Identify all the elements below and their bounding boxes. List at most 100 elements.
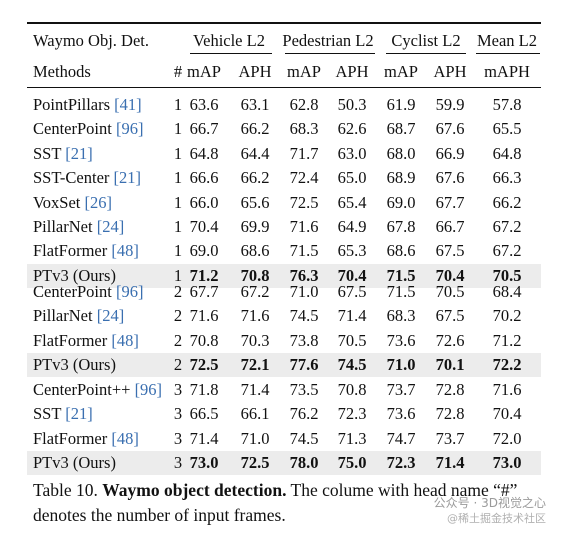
frames-value: 1 (173, 143, 183, 163)
method-label: PTv3 (Ours) (33, 453, 116, 473)
method-name: VoxSet [26] (33, 193, 112, 213)
table-rule (27, 87, 541, 88)
metric-value: 66.2 (240, 119, 270, 139)
method-label: VoxSet (33, 192, 81, 212)
method-name: SST-Center [21] (33, 168, 141, 188)
metric-value: 63.0 (337, 143, 367, 163)
metric-value: 74.7 (386, 428, 416, 448)
metric-value: 66.0 (189, 192, 219, 212)
metric-value: 69.0 (189, 241, 219, 261)
metric-value: 67.2 (492, 217, 522, 236)
citation-link[interactable]: [96] (134, 380, 163, 399)
metric-value: 74.5 (289, 428, 319, 448)
metric-value: 68.3 (289, 119, 319, 139)
metric-value: 72.1 (240, 355, 270, 375)
metric-value: 70.4 (337, 265, 367, 285)
metric-value: 66.2 (492, 192, 522, 212)
metric-value: 71.4 (240, 380, 270, 399)
metric-value: 72.5 (189, 355, 219, 375)
metric-value: 74.5 (337, 355, 367, 375)
method-name: PTv3 (Ours) (33, 355, 116, 375)
metric-value: 71.0 (289, 282, 319, 301)
citation-link[interactable]: [21] (65, 404, 93, 424)
metric-value: 71.2 (492, 330, 522, 350)
metric-value: 66.7 (435, 217, 465, 236)
metric-value: 70.4 (435, 265, 465, 285)
citation-link[interactable]: [48] (111, 241, 139, 261)
citation-link[interactable]: [21] (113, 168, 142, 188)
metric-value: 68.3 (386, 306, 416, 326)
metric-value: 68.0 (386, 143, 416, 163)
metric-value: 73.7 (386, 380, 416, 399)
metric-value: 68.6 (240, 241, 270, 261)
method-name: SST [21] (33, 144, 93, 164)
metric-value: 76.2 (289, 404, 319, 424)
method-name: FlatFormer [48] (33, 331, 139, 351)
metric-value: 71.2 (189, 265, 219, 285)
metric-value: 67.5 (435, 241, 465, 261)
metric-value: 66.2 (240, 168, 270, 188)
method-label: PillarNet (33, 217, 93, 236)
metric-value: 71.0 (386, 355, 416, 375)
metric-value: 70.8 (337, 380, 367, 399)
frames-value: 2 (173, 355, 183, 375)
highlight-row-bg (27, 353, 541, 378)
metric-value: 71.6 (289, 217, 319, 236)
metric-value: 57.8 (492, 95, 522, 114)
metric-value: 65.3 (337, 241, 367, 261)
metric-value: 73.6 (386, 330, 416, 350)
metric-value: 71.3 (337, 428, 367, 448)
metric-value: 70.2 (492, 306, 522, 326)
metric-value: 72.5 (289, 192, 319, 212)
citation-link[interactable]: [24] (96, 306, 125, 326)
metric-value: 68.6 (386, 241, 416, 261)
citation-link[interactable]: [24] (96, 217, 125, 236)
metric-value: 71.6 (240, 306, 270, 326)
metric-value: 70.8 (189, 330, 219, 350)
citation-link[interactable]: [41] (114, 95, 142, 114)
metric-value: 70.4 (189, 217, 219, 236)
frames-value: 3 (173, 380, 183, 399)
method-name: PillarNet [24] (33, 306, 124, 326)
method-name: PointPillars [41] (33, 95, 142, 115)
metric-value: 65.4 (337, 192, 367, 212)
metric-value: 67.2 (492, 241, 522, 261)
header-group-underline (476, 53, 540, 54)
method-label: FlatFormer (33, 428, 108, 448)
metric-value: 63.6 (189, 95, 219, 114)
metric-value: 73.8 (289, 330, 319, 350)
metric-value: 74.5 (289, 306, 319, 326)
citation-link[interactable]: [48] (111, 330, 139, 350)
method-label: PTv3 (Ours) (33, 355, 116, 375)
header-subcol: APH (335, 62, 369, 81)
metric-value: 72.0 (492, 428, 522, 448)
metric-value: 72.4 (289, 168, 319, 188)
metric-value: 68.4 (492, 282, 522, 301)
header-group-underline (285, 53, 375, 54)
metric-value: 73.0 (189, 453, 219, 473)
citation-link[interactable]: [96] (115, 282, 144, 301)
frames-value: 1 (173, 265, 183, 285)
metric-value: 73.0 (492, 453, 522, 473)
citation-link[interactable]: [96] (115, 119, 144, 139)
highlight-row-bg (27, 263, 541, 288)
metric-value: 72.2 (492, 355, 522, 375)
method-label: CenterPoint (33, 119, 112, 139)
metric-value: 71.6 (492, 380, 522, 399)
citation-link[interactable]: [26] (84, 192, 113, 212)
citation-link[interactable]: [21] (65, 143, 93, 163)
header-subcol: APH (238, 62, 272, 81)
method-name: CenterPoint [96] (33, 119, 143, 139)
metric-value: 70.5 (492, 265, 522, 285)
metric-value: 71.8 (189, 380, 219, 399)
citation-link[interactable]: [48] (111, 428, 139, 448)
metric-value: 66.5 (189, 404, 219, 424)
metric-value: 64.4 (240, 143, 270, 163)
metric-value: 70.8 (240, 265, 270, 285)
header-group: Cyclist L2 (391, 31, 461, 50)
method-label: PillarNet (33, 306, 93, 326)
metric-value: 64.9 (337, 217, 367, 236)
metric-value: 67.6 (435, 168, 465, 188)
metric-value: 67.5 (435, 306, 465, 326)
metric-value: 65.6 (240, 192, 270, 212)
